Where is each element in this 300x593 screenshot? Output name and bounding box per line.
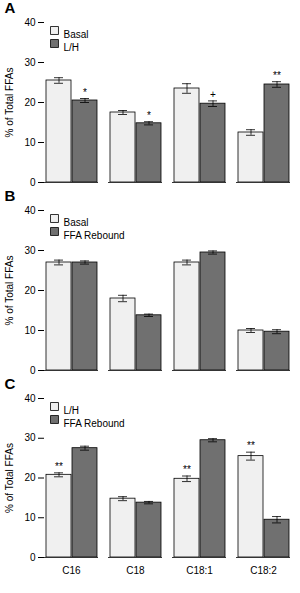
- svg-text:20: 20: [24, 97, 36, 108]
- svg-text:0: 0: [30, 177, 36, 188]
- svg-text:% of Total FFAs: % of Total FFAs: [4, 256, 15, 326]
- svg-text:10: 10: [24, 137, 36, 148]
- svg-text:10: 10: [24, 512, 36, 523]
- svg-text:30: 30: [24, 432, 36, 443]
- svg-text:40: 40: [24, 393, 36, 404]
- svg-text:L/H: L/H: [64, 42, 80, 53]
- svg-text:30: 30: [24, 245, 36, 256]
- svg-text:40: 40: [24, 205, 36, 216]
- svg-text:C18:2: C18:2: [250, 565, 277, 576]
- svg-text:**: **: [183, 464, 191, 475]
- svg-text:% of Total FFAs: % of Total FFAs: [4, 68, 15, 138]
- svg-text:A: A: [5, 0, 16, 16]
- svg-text:FFA Rebound: FFA Rebound: [64, 230, 125, 241]
- svg-text:*: *: [83, 87, 87, 98]
- svg-text:0: 0: [30, 365, 36, 376]
- svg-text:0: 0: [30, 552, 36, 563]
- svg-text:C18:1: C18:1: [186, 565, 213, 576]
- svg-text:% of Total FFAs: % of Total FFAs: [4, 443, 15, 513]
- svg-text:L/H: L/H: [64, 405, 80, 416]
- svg-text:C18: C18: [126, 565, 145, 576]
- svg-text:**: **: [247, 440, 255, 451]
- svg-text:C: C: [5, 375, 16, 392]
- svg-text:Basal: Basal: [64, 217, 89, 228]
- svg-text:**: **: [55, 461, 63, 472]
- svg-text:10: 10: [24, 325, 36, 336]
- svg-text:Basal: Basal: [64, 29, 89, 40]
- svg-text:B: B: [5, 187, 16, 204]
- svg-text:40: 40: [24, 17, 36, 28]
- svg-text:FFA Rebound: FFA Rebound: [64, 418, 125, 429]
- svg-text:30: 30: [24, 57, 36, 68]
- svg-text:*: *: [147, 110, 151, 121]
- svg-text:20: 20: [24, 285, 36, 296]
- svg-text:C16: C16: [62, 565, 81, 576]
- svg-text:**: **: [273, 70, 281, 81]
- svg-text:+: +: [210, 89, 216, 100]
- svg-text:20: 20: [24, 472, 36, 483]
